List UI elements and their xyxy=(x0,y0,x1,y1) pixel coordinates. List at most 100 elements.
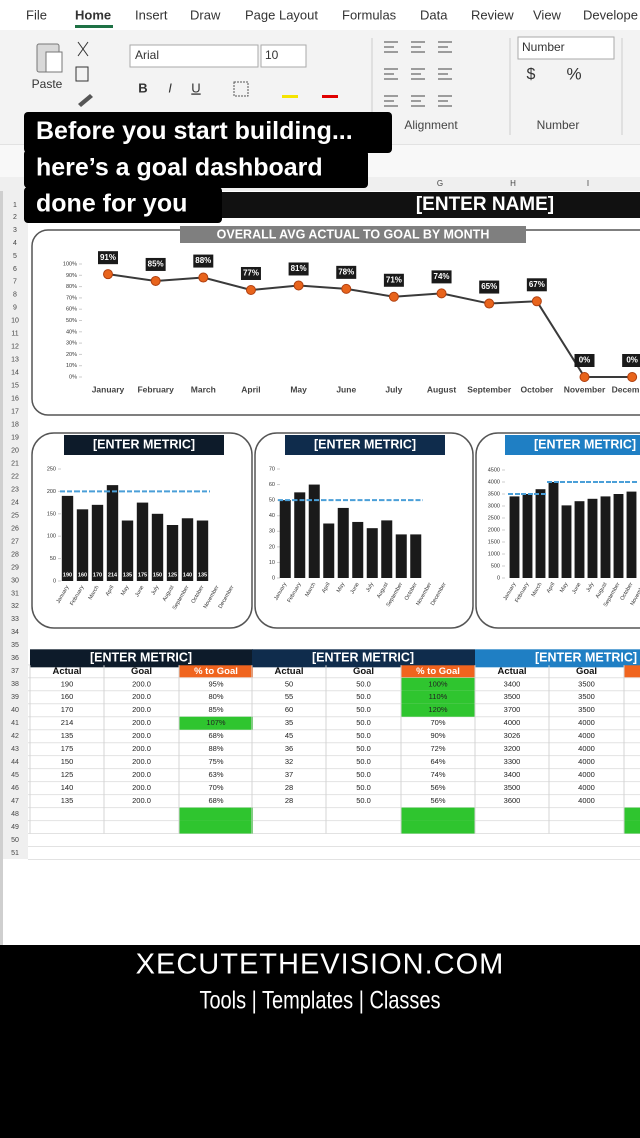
y-tick-label: 100% xyxy=(63,261,77,267)
copy-icon[interactable] xyxy=(75,66,89,82)
bar xyxy=(151,513,164,581)
fill-color-bar[interactable] xyxy=(282,95,298,98)
bar xyxy=(366,528,378,578)
align-icon[interactable] xyxy=(384,68,398,80)
ribbon-tab[interactable]: Home xyxy=(75,7,111,22)
data-label: 150 xyxy=(153,572,162,578)
number-format-box[interactable] xyxy=(517,36,615,60)
row-number: 25 xyxy=(11,512,19,519)
y-tick-label: 1500 xyxy=(488,539,500,545)
row-number: 8 xyxy=(13,292,17,299)
line xyxy=(107,273,633,378)
italic-button[interactable]: I xyxy=(168,80,172,95)
y-tick-label: 0 xyxy=(53,578,56,584)
ribbon-tab[interactable]: View xyxy=(533,7,562,22)
ribbon-tab[interactable]: Review xyxy=(471,7,514,22)
row-number: 12 xyxy=(11,344,19,351)
paste-icon-sheet xyxy=(45,51,63,73)
row-number: 47 xyxy=(11,798,19,805)
table-cell: 200.0 xyxy=(132,692,151,701)
bold-button[interactable]: B xyxy=(138,80,147,95)
y-tick-label: 2500 xyxy=(488,515,500,521)
align-icon[interactable] xyxy=(438,41,452,53)
table-cell: 74% xyxy=(430,770,445,779)
y-tick-label: 40 xyxy=(269,513,275,519)
bar xyxy=(323,523,335,578)
x-tick-label: December xyxy=(612,384,640,394)
table-cell: 64% xyxy=(430,757,445,766)
data-label: 160 xyxy=(78,572,87,578)
borders-button[interactable] xyxy=(233,81,249,97)
format-painter[interactable] xyxy=(78,94,93,107)
value-label-bg xyxy=(622,354,640,367)
x-tick-label: March xyxy=(191,384,216,394)
ribbon-tab[interactable]: File xyxy=(26,7,47,22)
font-size-box[interactable] xyxy=(260,44,307,68)
align-icon[interactable] xyxy=(411,68,425,80)
percent-header-bg xyxy=(179,665,253,678)
y-tick-label: 40% xyxy=(66,329,77,335)
font-box[interactable] xyxy=(129,44,259,68)
row-number: 23 xyxy=(11,486,19,493)
data-label: 214 xyxy=(108,572,118,578)
x-tick-label: June xyxy=(134,585,145,598)
table-title: [ENTER METRIC] xyxy=(535,651,637,665)
x-tick-label: July xyxy=(385,384,402,394)
percent-button[interactable]: % xyxy=(566,64,581,83)
value-label: 71% xyxy=(386,275,402,284)
row-number: 21 xyxy=(11,460,19,467)
highlight-cell xyxy=(179,716,253,730)
bar xyxy=(279,500,291,578)
value-label-bg xyxy=(574,354,595,367)
table-cell: 4000 xyxy=(578,783,595,792)
ribbon-tab[interactable]: Develope xyxy=(583,7,638,22)
ribbon-tab[interactable]: Insert xyxy=(135,7,168,22)
value-label-bg xyxy=(240,266,261,280)
align-icon[interactable] xyxy=(384,41,398,53)
currency-button[interactable]: $ xyxy=(527,66,536,83)
y-tick-label: 0 xyxy=(497,575,500,581)
point xyxy=(627,372,638,382)
value-label: 85% xyxy=(148,260,164,269)
align-icon[interactable] xyxy=(411,41,425,53)
table-cell: 36 xyxy=(285,744,293,753)
table-cell: 3500 xyxy=(578,705,595,714)
ribbon-tab[interactable]: Data xyxy=(420,7,448,22)
bar-chart-title: [ENTER METRIC] xyxy=(534,437,636,451)
table-cell: 55 xyxy=(285,692,293,701)
y-tick-label: 50 xyxy=(50,556,56,562)
column-letter: H xyxy=(510,179,516,188)
cut-icon[interactable] xyxy=(77,41,89,57)
ribbon-tab[interactable]: Formulas xyxy=(342,7,397,22)
row-number: 15 xyxy=(11,383,19,390)
underline-button[interactable]: U xyxy=(191,80,200,95)
ribbon-tab[interactable]: Draw xyxy=(190,7,221,22)
point xyxy=(436,288,447,299)
y-tick-label: 100 xyxy=(47,534,56,540)
value-label: 74% xyxy=(434,272,450,281)
y-tick-label: 10 xyxy=(269,560,275,566)
align-icon[interactable] xyxy=(438,68,452,80)
row-number: 37 xyxy=(11,668,19,675)
ribbon-tab[interactable]: Page Layout xyxy=(245,7,318,22)
font-color-bar[interactable] xyxy=(322,95,338,98)
table-cell: 200.0 xyxy=(132,770,151,779)
row-number: 33 xyxy=(11,616,19,623)
bar xyxy=(535,489,546,578)
table-cell: 214 xyxy=(61,718,74,727)
row-number: 51 xyxy=(11,850,19,857)
table-cell: 68% xyxy=(208,731,223,740)
y-tick-label: 20 xyxy=(269,544,275,550)
highlight-cell xyxy=(401,690,475,704)
value-label-bg xyxy=(193,254,214,268)
y-tick-label: 90% xyxy=(66,273,77,279)
value-label-bg xyxy=(336,265,357,279)
align-icon[interactable] xyxy=(384,95,398,107)
data-label: 170 xyxy=(93,572,102,578)
bar xyxy=(337,507,349,578)
y-tick-label: 70 xyxy=(269,466,275,472)
x-tick-label: January xyxy=(92,384,125,394)
align-icon[interactable] xyxy=(438,95,452,107)
bar xyxy=(136,502,149,581)
align-icon[interactable] xyxy=(411,95,425,107)
